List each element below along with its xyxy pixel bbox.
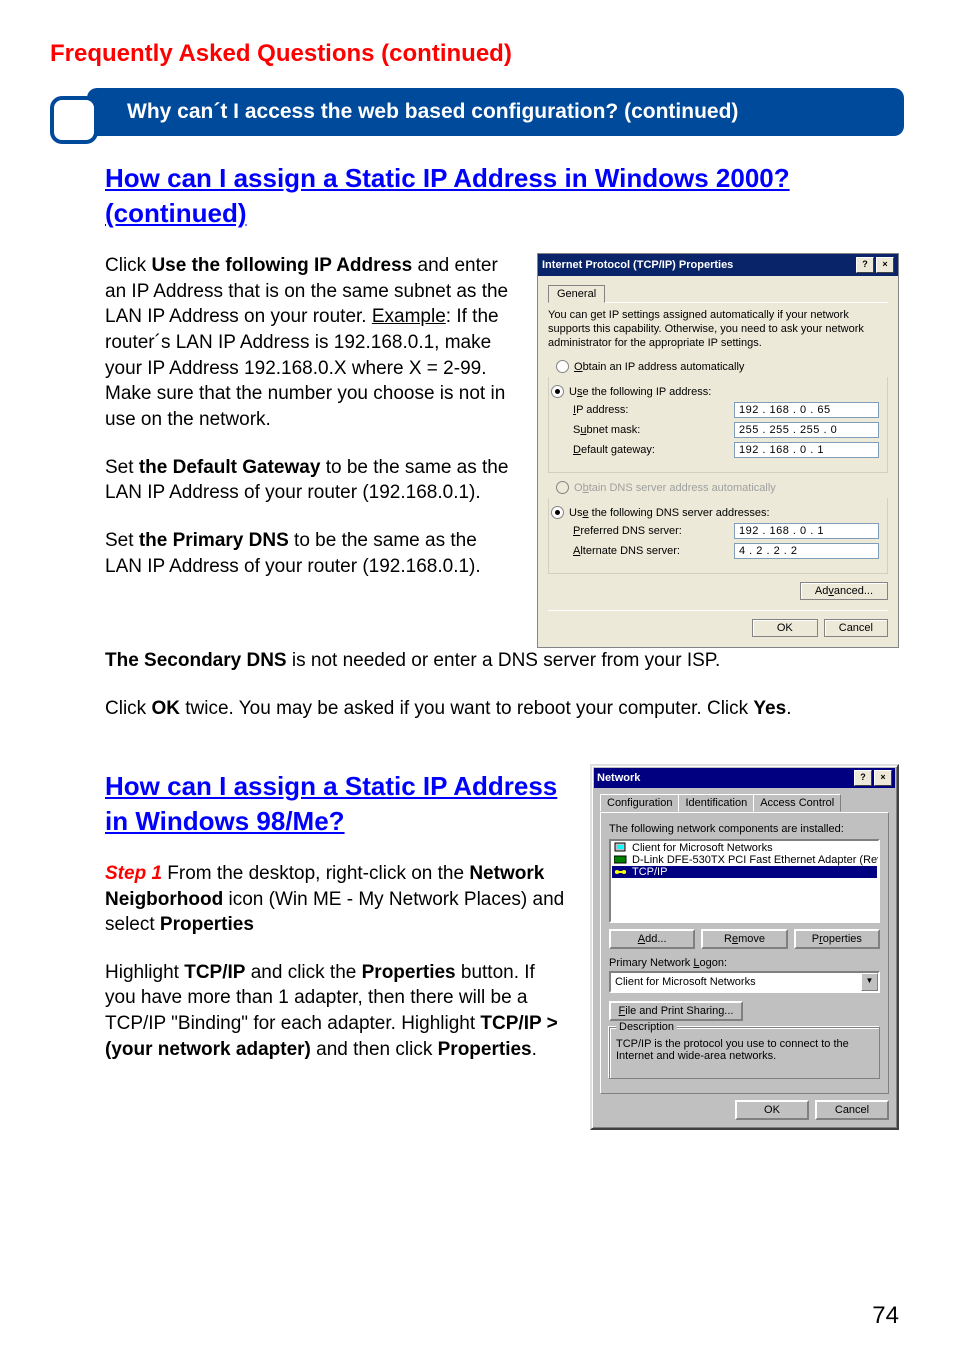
callout-box: Why can´t I access the web based configu… xyxy=(50,88,904,136)
add-button[interactable]: Add... xyxy=(609,929,695,949)
page-number: 74 xyxy=(872,1302,899,1330)
input-subnet-mask[interactable]: 255 . 255 . 255 . 0 xyxy=(734,422,879,438)
primary-logon-label: Primary Network Logon: xyxy=(609,957,880,969)
file-print-sharing-button[interactable]: File and Print Sharing... xyxy=(609,1001,743,1021)
input-alternate-dns[interactable]: 4 . 2 . 2 . 2 xyxy=(734,543,879,559)
paragraph-4: The Secondary DNS is not needed or enter… xyxy=(105,648,899,674)
close-button-98[interactable]: × xyxy=(874,770,892,786)
close-button[interactable]: × xyxy=(876,257,894,273)
description-group-label: Description xyxy=(616,1021,677,1033)
client-icon xyxy=(614,842,628,854)
components-listbox[interactable]: Client for Microsoft Networks D-Link DFE… xyxy=(609,839,880,923)
paragraph-5: Click OK twice. You may be asked if you … xyxy=(105,696,899,722)
input-preferred-dns[interactable]: 192 . 168 . 0 . 1 xyxy=(734,523,879,539)
radio-obtain-ip-label: Obtain an IP address automatically xyxy=(574,361,744,373)
help-button-98[interactable]: ? xyxy=(854,770,872,786)
tab-general[interactable]: General xyxy=(548,285,605,303)
radio-use-dns-label: Use the following DNS server addresses: xyxy=(569,507,770,519)
paragraph-1: Click Use the following IP Address and e… xyxy=(105,253,512,432)
input-ip-address[interactable]: 192 . 168 . 0 . 65 xyxy=(734,402,879,418)
ok-button[interactable]: OK xyxy=(752,619,818,637)
section-heading-1: How can I assign a Static IP Address in … xyxy=(105,161,899,231)
callout-tab-shape xyxy=(50,96,98,144)
tab-access-control[interactable]: Access Control xyxy=(753,794,841,812)
tcpip-dialog: Internet Protocol (TCP/IP) Properties ? … xyxy=(537,253,899,648)
paragraph-2: Set the Default Gateway to be the same a… xyxy=(105,455,512,506)
protocol-icon xyxy=(614,866,628,878)
primary-logon-dropdown[interactable]: Client for Microsoft Networks ▼ xyxy=(609,971,880,993)
tab-configuration[interactable]: Configuration xyxy=(600,794,679,812)
label-subnet-mask: Subnet mask: xyxy=(557,424,734,436)
list-item-selected[interactable]: TCP/IP xyxy=(612,866,877,878)
radio-use-dns[interactable] xyxy=(551,506,564,519)
ok-button-98[interactable]: OK xyxy=(735,1100,809,1120)
cancel-button[interactable]: Cancel xyxy=(824,619,888,637)
network-dialog-title: Network xyxy=(597,772,852,784)
tcpip-description: You can get IP settings assigned automat… xyxy=(548,309,888,350)
label-alternate-dns: Alternate DNS server: xyxy=(557,545,734,557)
radio-use-ip[interactable] xyxy=(551,385,564,398)
label-ip-address: IP address: xyxy=(557,404,734,416)
paragraph-3: Set the Primary DNS to be the same as th… xyxy=(105,528,512,579)
paragraph-7: Highlight TCP/IP and click the Propertie… xyxy=(105,960,565,1063)
description-text: TCP/IP is the protocol you use to connec… xyxy=(616,1038,873,1062)
network-dialog: Network ? × Configuration Identification… xyxy=(590,764,899,1130)
radio-obtain-ip[interactable] xyxy=(556,360,569,373)
input-default-gateway[interactable]: 192 . 168 . 0 . 1 xyxy=(734,442,879,458)
list-item[interactable]: D-Link DFE-530TX PCI Fast Ethernet Adapt… xyxy=(612,854,877,866)
paragraph-6: Step 1 From the desktop, right-click on … xyxy=(105,861,565,938)
callout-text: Why can´t I access the web based configu… xyxy=(127,100,738,123)
adapter-icon xyxy=(614,854,628,866)
tcpip-dialog-title: Internet Protocol (TCP/IP) Properties xyxy=(542,259,854,271)
remove-button[interactable]: Remove xyxy=(701,929,787,949)
radio-obtain-dns xyxy=(556,481,569,494)
label-default-gateway: Default gateway: xyxy=(557,444,734,456)
components-intro-label: The following network components are ins… xyxy=(609,823,880,835)
list-item[interactable]: Client for Microsoft Networks xyxy=(612,842,877,854)
help-button[interactable]: ? xyxy=(856,257,874,273)
page-heading: Frequently Asked Questions (continued) xyxy=(50,40,904,68)
dropdown-arrow-icon: ▼ xyxy=(861,973,878,991)
tab-identification[interactable]: Identification xyxy=(678,794,754,812)
advanced-button[interactable]: Advanced... xyxy=(800,582,888,600)
properties-button[interactable]: Properties xyxy=(794,929,880,949)
section-heading-2: How can I assign a Static IP Address in … xyxy=(105,769,565,839)
cancel-button-98[interactable]: Cancel xyxy=(815,1100,889,1120)
label-preferred-dns: Preferred DNS server: xyxy=(557,525,734,537)
radio-use-ip-label: Use the following IP address: xyxy=(569,386,711,398)
radio-obtain-dns-label: Obtain DNS server address automatically xyxy=(574,482,776,494)
